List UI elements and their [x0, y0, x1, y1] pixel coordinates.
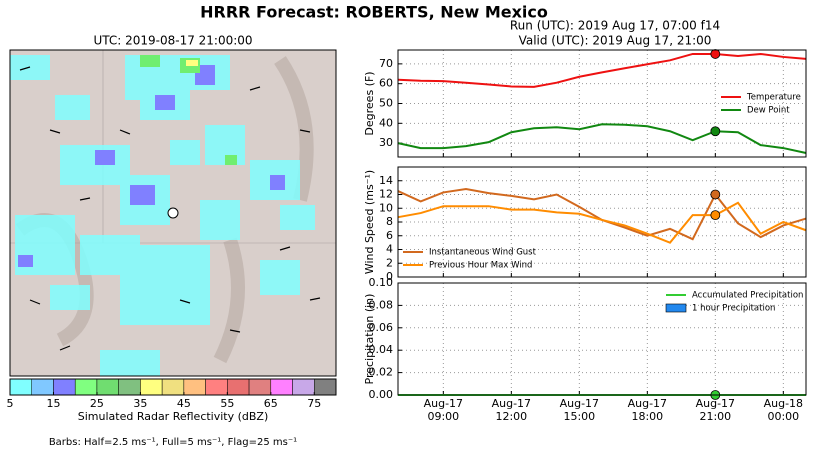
x-tick-label: Aug-18 — [764, 397, 803, 410]
highlight-point — [710, 210, 721, 221]
highlight-point — [710, 126, 721, 137]
series-line — [397, 52, 807, 88]
colorbar-tick-label: 65 — [264, 397, 278, 410]
x-tick-label: Aug-17 — [424, 397, 463, 410]
y-tick-label: 4 — [386, 243, 393, 256]
x-tick-label: Aug-17 — [492, 397, 531, 410]
x-tick-label: 12:00 — [495, 410, 527, 423]
y-tick-label: 50 — [379, 97, 393, 110]
highlight-point — [710, 189, 721, 200]
x-tick-label: Aug-17 — [560, 397, 599, 410]
page-title: HRRR Forecast: ROBERTS, New Mexico — [200, 3, 548, 22]
plot-frame — [397, 49, 807, 158]
y-tick-label: 2 — [386, 256, 393, 269]
y-tick-label: 8 — [386, 215, 393, 228]
colorbar-segment — [270, 378, 293, 396]
barb-note: Barbs: Half=2.5 ms⁻¹, Full=5 ms⁻¹, Flag=… — [49, 437, 297, 448]
colorbar-frame — [9, 378, 337, 396]
plot-area — [398, 283, 806, 395]
y-axis-label: Degrees (F) — [363, 71, 376, 135]
y-tick-label: 0.10 — [369, 276, 394, 289]
colorbar-segment — [292, 378, 315, 396]
legend-label: Previous Hour Max Wind — [429, 261, 532, 271]
x-tick-label: 00:00 — [767, 410, 799, 423]
colorbar-segment — [53, 378, 76, 396]
y-tick-label: 40 — [379, 116, 393, 129]
colorbar-tick-label: 25 — [90, 397, 104, 410]
x-tick-label: 18:00 — [631, 410, 663, 423]
y-tick-label: 0.08 — [369, 298, 394, 311]
legend-label: Instantaneous Wind Gust — [429, 248, 537, 258]
plot-frame — [397, 282, 807, 396]
valid-title: Valid (UTC): 2019 Aug 17, 21:00 — [519, 34, 712, 48]
colorbar-segment — [161, 378, 185, 396]
colorbar-segment — [205, 378, 228, 396]
colorbar-tick-label: 45 — [177, 397, 191, 410]
x-tick-label: Aug-17 — [628, 397, 667, 410]
highlight-point — [710, 49, 721, 59]
y-tick-label: 30 — [379, 136, 393, 149]
y-tick-label: 0.04 — [369, 343, 394, 356]
y-tick-label: 12 — [379, 188, 393, 201]
colorbar-tick-label: 55 — [220, 397, 234, 410]
y-tick-label: 0.02 — [369, 366, 394, 379]
legend-label: Dew Point — [747, 106, 790, 116]
map — [9, 49, 337, 377]
legend-label: Temperature — [746, 93, 801, 103]
y-tick-label: 60 — [379, 77, 393, 90]
x-tick-label: 09:00 — [427, 410, 459, 423]
colorbar-segment — [9, 378, 32, 396]
y-tick-label: 0.06 — [369, 321, 394, 334]
y-axis-label: Wind Speed (ms⁻¹) — [363, 170, 376, 274]
colorbar-tick-label: 75 — [307, 397, 321, 410]
colorbar-label: Simulated Radar Reflectivity (dBZ) — [78, 410, 269, 423]
x-tick-label: Aug-17 — [696, 397, 735, 410]
colorbar-segment — [248, 378, 272, 396]
radar-peak — [186, 60, 198, 66]
legend-label: Accumulated Precipitation — [692, 291, 803, 301]
colorbar-tick-label: 35 — [133, 397, 147, 410]
y-tick-label: 6 — [386, 229, 393, 242]
series-line — [397, 201, 807, 244]
colorbar-segment — [314, 378, 337, 396]
x-tick-label: 15:00 — [563, 410, 595, 423]
y-tick-label: 14 — [379, 174, 393, 187]
legend-swatch — [665, 303, 687, 313]
colorbar-segment — [118, 378, 141, 396]
colorbar-segment — [74, 378, 98, 396]
colorbar-segment — [31, 378, 54, 396]
y-axis-label: Precipitation (in) — [363, 294, 376, 385]
plot-frame — [397, 166, 807, 278]
wind-barbs — [19, 66, 321, 351]
series-line — [397, 123, 807, 155]
map-title: UTC: 2019-08-17 21:00:00 — [93, 34, 252, 48]
y-tick-label: 0.00 — [369, 388, 394, 401]
colorbar-segment — [227, 378, 250, 396]
colorbar-tick-label: 15 — [46, 397, 60, 410]
colorbar-segment — [140, 378, 163, 396]
colorbar-tick-label: 5 — [7, 397, 14, 410]
colorbar-segment — [183, 378, 206, 396]
colorbar-segment — [96, 378, 119, 396]
y-tick-label: 0 — [386, 270, 393, 283]
y-tick-label: 70 — [379, 57, 393, 70]
x-tick-label: 21:00 — [699, 410, 731, 423]
map-frame — [9, 49, 337, 377]
y-tick-label: 10 — [379, 201, 393, 214]
run-title: Run (UTC): 2019 Aug 17, 07:00 f14 — [510, 19, 720, 33]
station-marker — [167, 207, 179, 219]
legend-label: 1 hour Precipitation — [692, 304, 775, 314]
